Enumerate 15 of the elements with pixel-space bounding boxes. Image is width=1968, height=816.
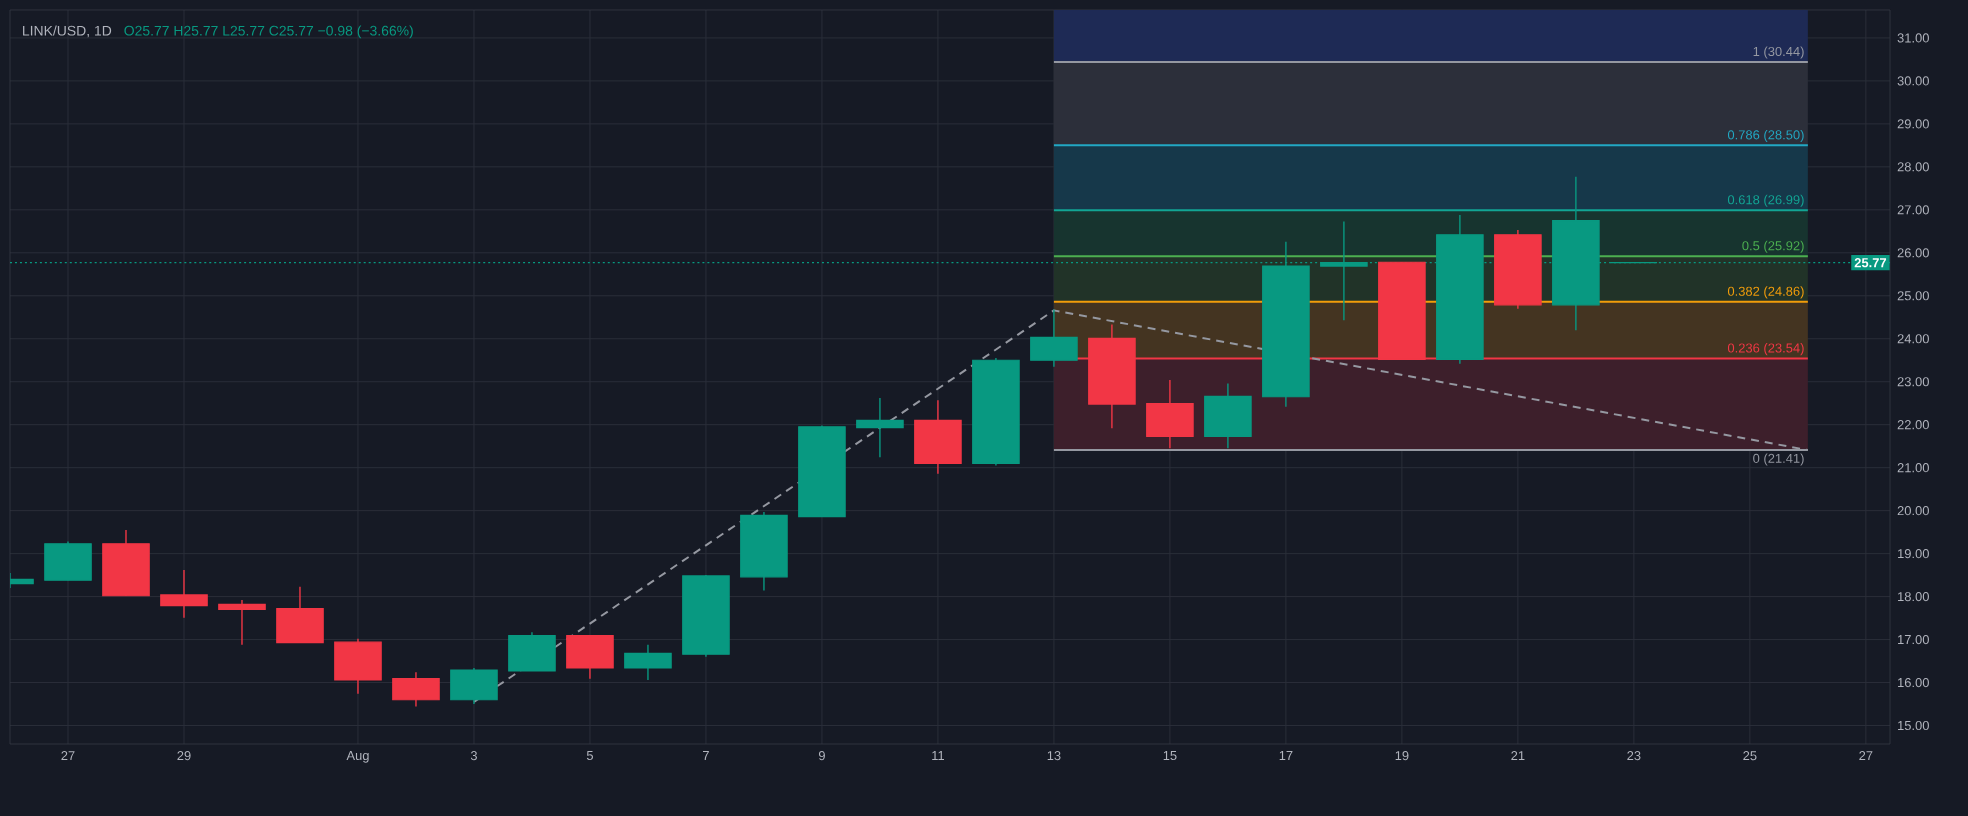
candlestick: [276, 586, 324, 644]
candlestick: [1146, 379, 1194, 450]
candlestick: [566, 635, 614, 680]
candlestick: [44, 540, 92, 581]
candlestick: [856, 397, 904, 459]
candlestick: [1030, 308, 1078, 368]
candlestick: [160, 569, 208, 619]
candlestick: [334, 638, 382, 695]
candlestick: [392, 671, 440, 708]
candlestick: [914, 399, 962, 475]
candlestick: [218, 599, 266, 646]
candlestick: [624, 644, 672, 681]
candlestick: [450, 667, 498, 705]
candlestick: [1204, 382, 1252, 450]
candlestick: [508, 631, 556, 672]
